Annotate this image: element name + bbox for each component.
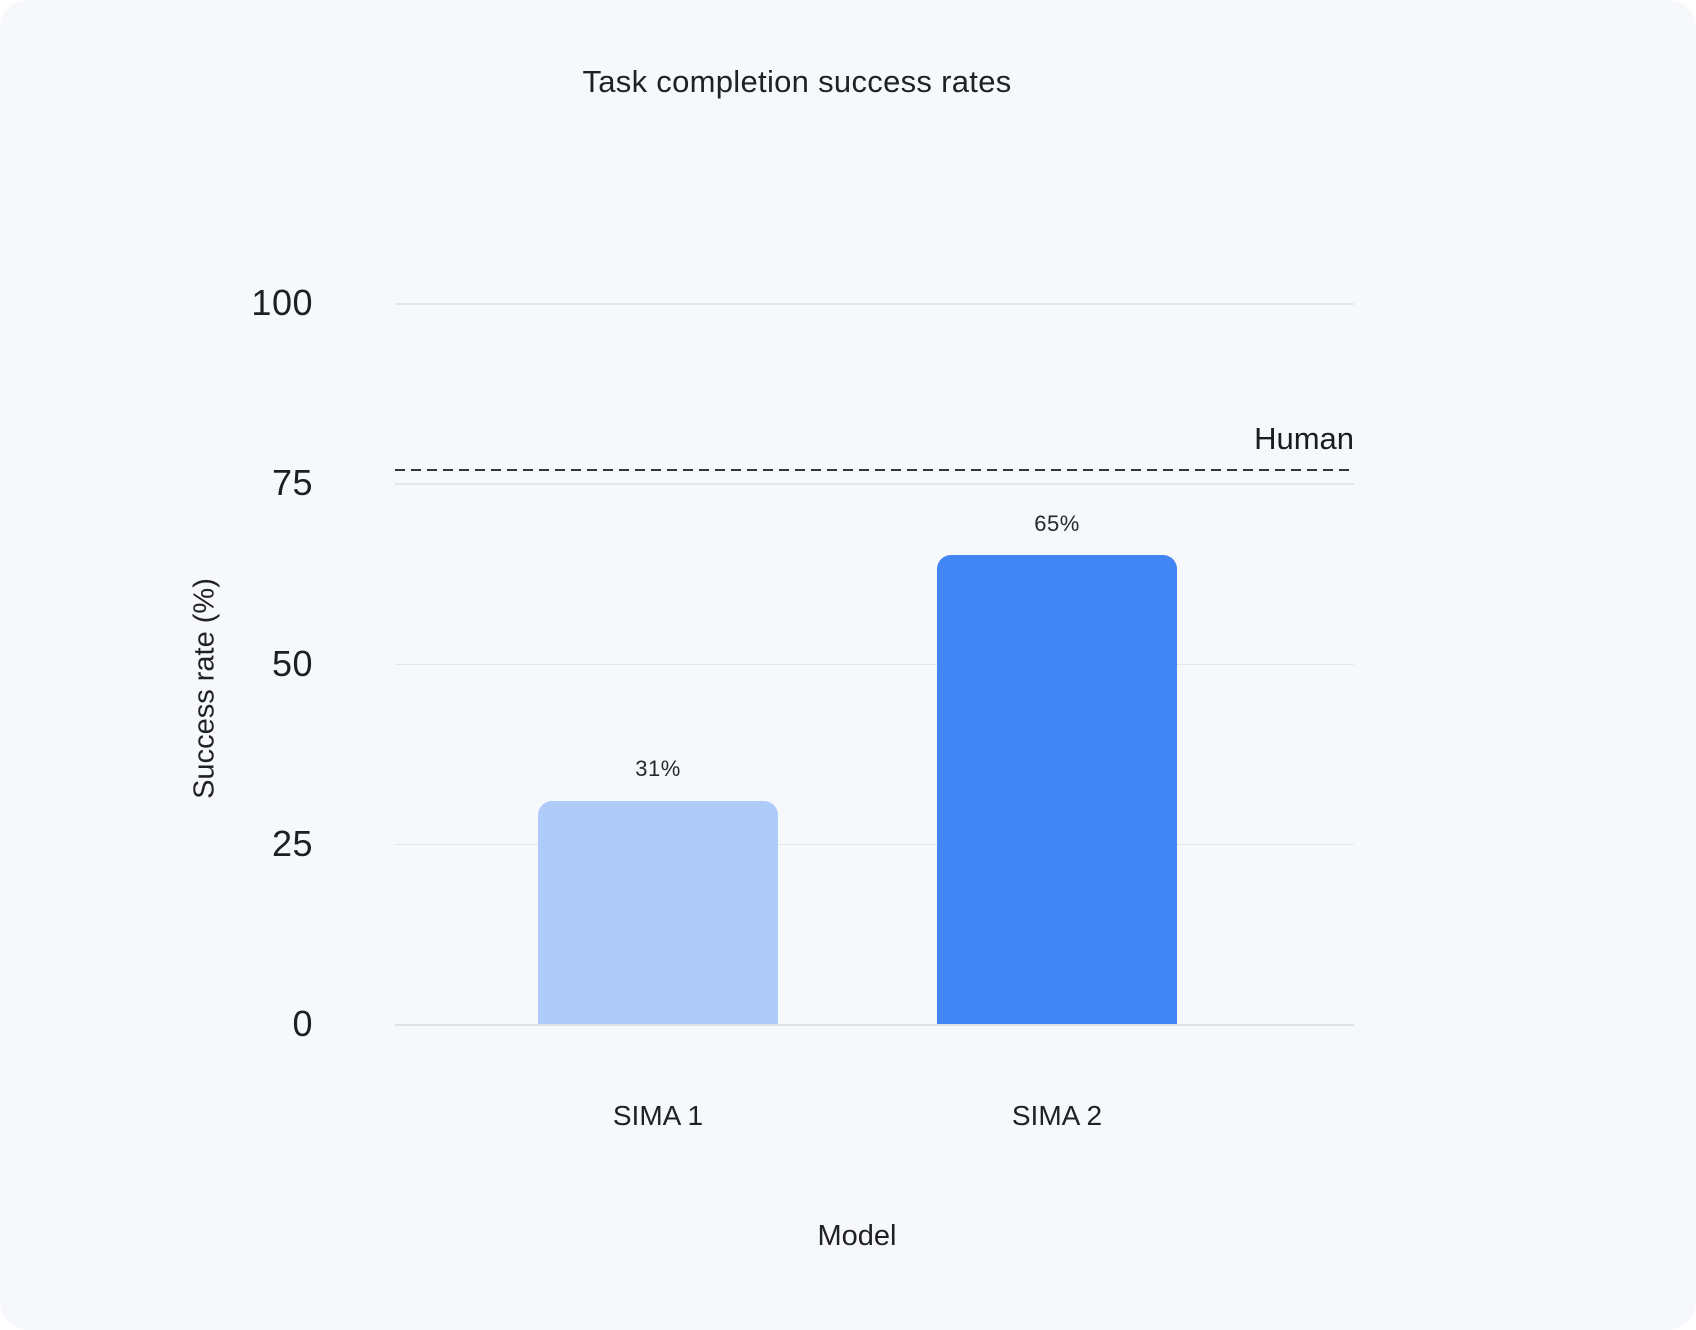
- gridline-25: [395, 843, 1354, 846]
- human-reference-line: [395, 468, 1354, 472]
- chart-title: Task completion success rates: [582, 64, 1012, 99]
- gridline-75: [395, 483, 1354, 485]
- gridline-0: [395, 1024, 1354, 1026]
- x-axis-title: Model: [817, 1220, 897, 1252]
- x-tick-label-sima-2: SIMA 2: [1011, 1100, 1103, 1131]
- bar-sima-2: [937, 555, 1177, 1024]
- y-axis-title: Success rate (%): [188, 578, 221, 799]
- bar-value-label-sima-1: 31%: [635, 756, 681, 782]
- gridline-100: [395, 303, 1354, 305]
- gridline-50: [395, 663, 1354, 665]
- bar-value-label-sima-2: 65%: [1034, 511, 1080, 537]
- human-reference-label: Human: [1254, 420, 1354, 456]
- y-tick-label-75: 75: [271, 462, 313, 504]
- y-tick-label-100: 100: [251, 282, 313, 323]
- bar-sima-1: [538, 800, 778, 1024]
- y-tick-label-0: 0: [292, 1003, 313, 1044]
- y-tick-label-25: 25: [271, 822, 313, 864]
- plot-area: [395, 303, 1354, 1026]
- x-tick-label-sima-1: SIMA 1: [612, 1100, 704, 1131]
- y-tick-label-50: 50: [271, 642, 313, 684]
